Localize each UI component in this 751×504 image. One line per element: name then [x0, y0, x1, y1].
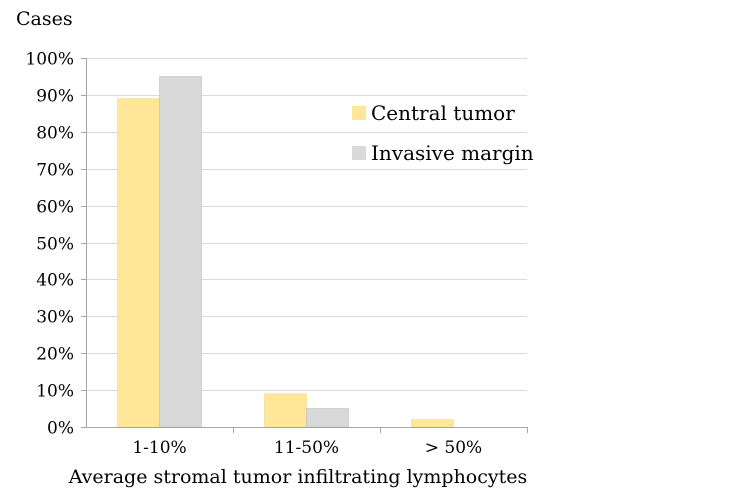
y-tick-label: 10% — [36, 382, 74, 402]
x-tick-label: 1-10% — [132, 438, 186, 458]
y-tick-label: 100% — [25, 50, 74, 70]
y-tick-label: 60% — [36, 198, 74, 218]
legend-label: Central tumor — [371, 101, 515, 125]
bar-central-tumor — [264, 393, 307, 428]
bars — [117, 76, 454, 428]
y-tick-label: 40% — [36, 271, 74, 291]
legend-label: Invasive margin — [371, 141, 534, 165]
y-tick-label: 20% — [36, 345, 74, 365]
legend: Central tumor Invasive margin — [352, 101, 534, 165]
axes — [81, 58, 528, 433]
bar-central-tumor — [411, 419, 454, 428]
legend-swatch — [352, 146, 366, 160]
bar-invasive-margin — [306, 408, 349, 428]
y-tick-label: 90% — [36, 87, 74, 107]
x-tick-label: > 50% — [425, 438, 482, 458]
tick-labels: 0% 10% 20% 30% 40% 50% 60% 70% 80% 90% 100% 1-10% 11… — [25, 50, 482, 459]
x-axis-title: Average stromal tumor infiltrating lymph… — [68, 466, 528, 488]
y-axis-title: Cases — [16, 8, 73, 30]
y-tick-label: 50% — [36, 235, 74, 255]
y-tick-label: 0% — [47, 419, 74, 439]
bar-central-tumor — [117, 98, 160, 428]
y-tick-label: 70% — [36, 161, 74, 181]
y-tick-label: 80% — [36, 124, 74, 144]
bar-invasive-margin — [159, 76, 202, 428]
y-tick-label: 30% — [36, 308, 74, 328]
legend-swatch — [352, 106, 366, 120]
x-tick-label: 11-50% — [274, 438, 339, 458]
